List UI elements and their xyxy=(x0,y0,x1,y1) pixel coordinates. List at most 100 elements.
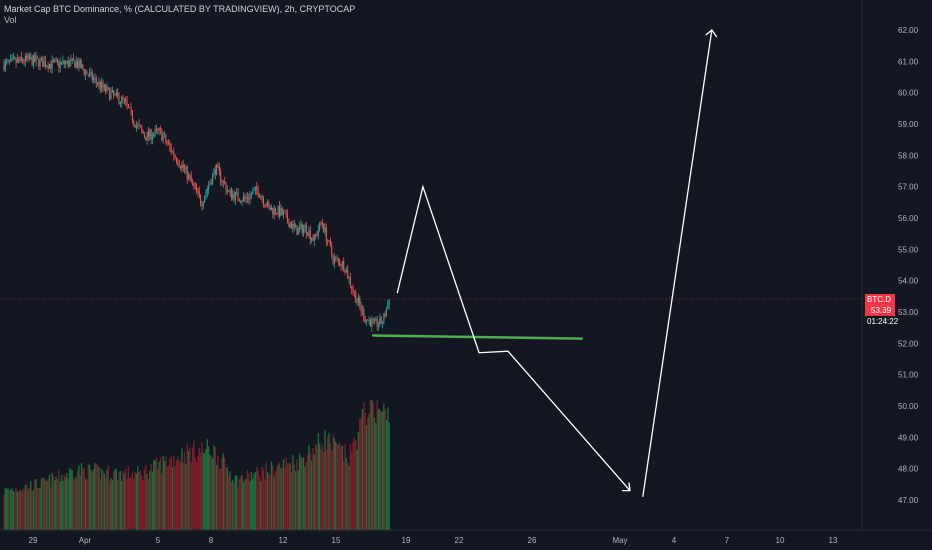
price-tick-label: 61.00 xyxy=(898,57,919,66)
price-tick-label: 60.00 xyxy=(898,89,919,98)
candle-body xyxy=(142,130,144,134)
volume-bar xyxy=(149,470,151,530)
volume-bar xyxy=(269,474,271,530)
volume-bar xyxy=(107,465,109,530)
candle-body xyxy=(373,318,376,320)
candle-body xyxy=(229,189,231,192)
candle-body xyxy=(345,270,347,273)
candle-body xyxy=(218,166,220,171)
volume-bar xyxy=(22,488,24,530)
volume-bar xyxy=(36,487,39,530)
volume-bar xyxy=(55,476,57,530)
volume-bar xyxy=(28,487,31,530)
candle-body xyxy=(86,71,88,75)
volume-bar xyxy=(375,423,377,530)
volume-bar xyxy=(113,471,115,530)
price-tick-label: 49.00 xyxy=(898,433,919,442)
candle-body xyxy=(201,204,203,207)
volume-bar xyxy=(150,464,152,530)
candle-body xyxy=(238,199,240,202)
volume-bar xyxy=(99,479,101,530)
volume-bar xyxy=(218,468,221,530)
volume-bar xyxy=(79,475,81,530)
volume-bar xyxy=(363,402,365,530)
candle-body xyxy=(185,166,187,169)
candle-body xyxy=(250,194,252,196)
last-price-tag: BTC.D 53.39 01:24:22 xyxy=(865,294,898,326)
time-tick-label: Apr xyxy=(79,536,92,545)
time-tick-label: 10 xyxy=(776,536,785,545)
candle-body xyxy=(47,65,49,69)
candle-body xyxy=(316,234,318,236)
candle-body xyxy=(368,320,370,321)
candle-body xyxy=(284,212,286,214)
volume-bar xyxy=(189,447,191,530)
volume-bar xyxy=(158,461,160,530)
volume-bar xyxy=(121,480,123,530)
volume-bar xyxy=(221,457,223,530)
volume-bar xyxy=(256,467,258,530)
volume-bar xyxy=(190,462,192,530)
candle-body xyxy=(133,121,135,125)
volume-bar xyxy=(137,466,139,530)
price-tick-label: 48.00 xyxy=(898,465,919,474)
price-axis[interactable]: 62.00 61.00 60.00 59.00 58.00 57.00 56.00 55.00… xyxy=(898,26,919,505)
candle-body xyxy=(167,143,170,145)
candle-body xyxy=(109,88,111,99)
volume-bar xyxy=(301,458,303,530)
volume-bar xyxy=(187,451,190,530)
candle-body xyxy=(58,61,60,68)
candle-body xyxy=(31,57,33,66)
volume-bar xyxy=(264,479,266,530)
volume-bar xyxy=(261,466,263,530)
candle-body xyxy=(226,190,228,192)
candle-body xyxy=(198,191,200,196)
candle-body xyxy=(87,74,89,76)
volume-bar xyxy=(233,483,235,530)
candle-body xyxy=(292,223,294,229)
volume-bar xyxy=(131,472,134,530)
volume-bar xyxy=(343,461,345,530)
support-line xyxy=(371,334,584,340)
volume-bar xyxy=(161,473,163,530)
price-tick-label: 55.00 xyxy=(898,245,919,254)
candle-body xyxy=(117,92,119,96)
time-axis[interactable]: 29 Apr 5 8 12 15 19 22 26 May 4 7 10 13 xyxy=(29,536,838,545)
candle-body xyxy=(15,58,17,63)
volume-bar xyxy=(34,479,36,530)
volume-bar xyxy=(353,437,356,530)
candle-body xyxy=(56,59,59,62)
candle-body xyxy=(276,213,278,215)
candle-body xyxy=(67,60,69,67)
volume-bar xyxy=(278,462,281,530)
candle-body xyxy=(141,126,143,131)
candle-body xyxy=(209,183,211,186)
volume-bar xyxy=(207,446,210,530)
volume-bar xyxy=(357,431,360,530)
candle-body xyxy=(206,189,208,193)
volume-bar xyxy=(122,470,124,530)
volume-bar xyxy=(322,452,325,530)
candle-body xyxy=(161,129,163,141)
candle-body xyxy=(295,225,297,227)
candle-body xyxy=(18,59,20,61)
volume-bar xyxy=(316,445,318,530)
volume-bar xyxy=(198,447,200,530)
volume-bar xyxy=(71,470,73,530)
candle-body xyxy=(122,97,124,100)
candle-body xyxy=(173,151,175,156)
price-tick-label: 56.00 xyxy=(898,214,919,223)
candle-body xyxy=(305,225,307,234)
volume-bar xyxy=(300,457,302,530)
candle-body xyxy=(12,58,14,59)
volume-bar xyxy=(345,458,348,530)
chart-legend: Market Cap BTC Dominance, % (CALCULATED … xyxy=(4,4,355,26)
volume-bar xyxy=(42,477,44,530)
volume-bar xyxy=(368,413,370,530)
candle-body xyxy=(105,84,107,92)
volume-bar xyxy=(376,400,378,530)
candle-body xyxy=(381,323,384,324)
candle-body xyxy=(82,64,84,70)
volume-bar xyxy=(232,480,234,530)
